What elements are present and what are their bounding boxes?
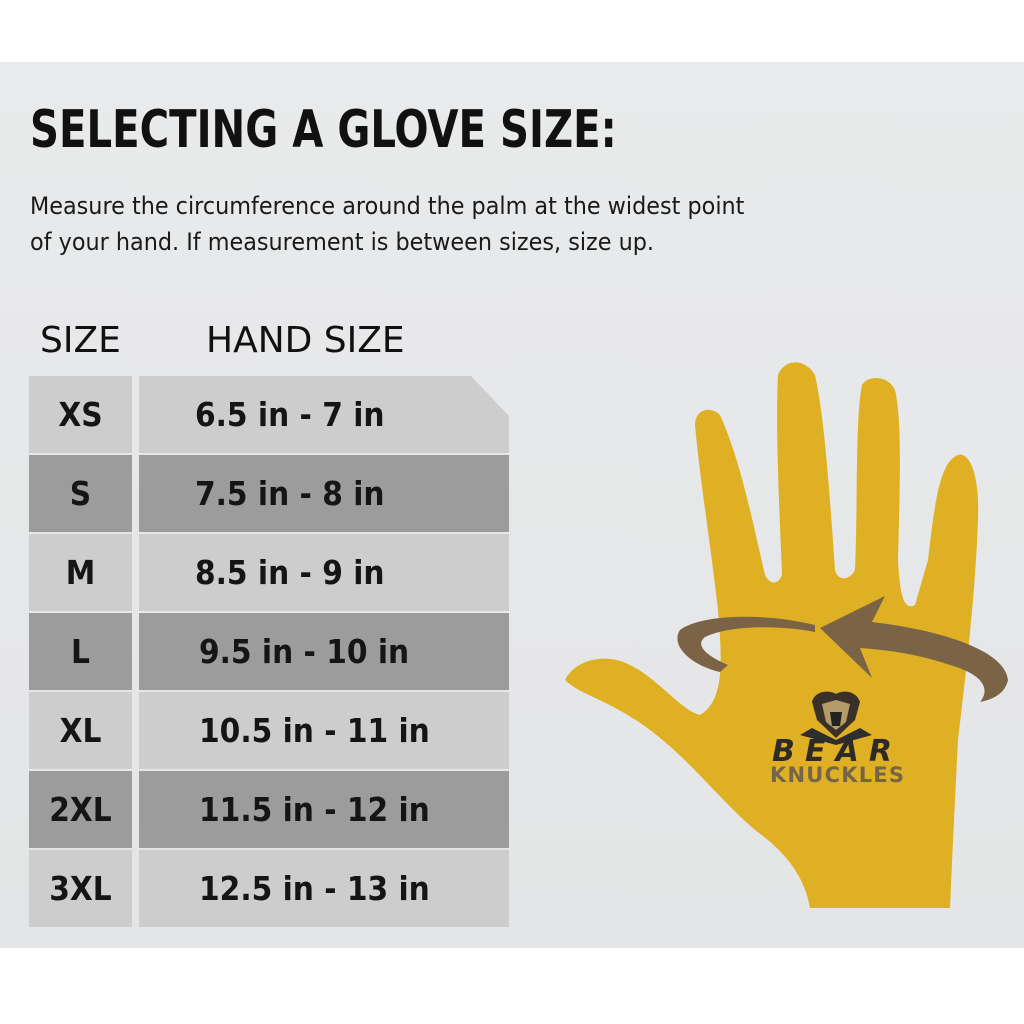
description-line: Measure the circumference around the pal… [30,192,745,220]
measure-arrow-icon [820,596,1008,702]
hand-size-cell: 6.5 in - 7 in [139,376,509,453]
hand-size-cell: 10.5 in - 11 in [139,692,509,769]
hand-shape [565,362,979,908]
hand-size-column-header: HAND SIZE [206,320,405,361]
hand-size-cell: 11.5 in - 12 in [139,771,509,848]
size-cell: XS [29,376,132,453]
size-column-header: SIZE [40,320,121,361]
size-cell: S [29,455,132,532]
size-cell: 3XL [29,850,132,927]
hand-size-cell: 7.5 in - 8 in [139,455,509,532]
size-cell: L [29,613,132,690]
size-cell: XL [29,692,132,769]
arrow-back-icon [677,616,815,672]
hand-size-cell: 12.5 in - 13 in [139,850,509,927]
size-cell: 2XL [29,771,132,848]
size-cell: M [29,534,132,611]
description: Measure the circumference around the pal… [30,188,867,260]
hand-size-cell: 8.5 in - 9 in [139,534,509,611]
description-line: of your hand. If measurement is between … [30,228,654,256]
page-title: SELECTING A GLOVE SIZE: [30,100,617,160]
svg-text:KNUCKLES: KNUCKLES [770,763,904,787]
hand-size-cell: 9.5 in - 10 in [139,613,509,690]
